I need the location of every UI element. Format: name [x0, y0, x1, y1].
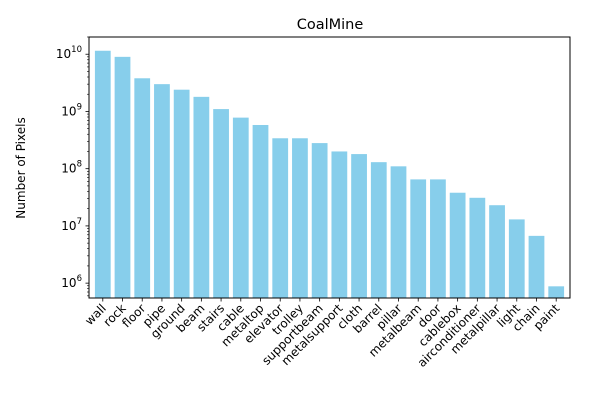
y-tick-label: 106: [61, 274, 82, 290]
y-tick-label: 108: [61, 160, 82, 176]
x-ticks-group: wallrockfloorpipegroundbeamstairscableme…: [82, 298, 563, 370]
bar-metalpillar: [489, 205, 505, 298]
bar-cablebox: [449, 192, 466, 298]
bar-metaltop: [252, 124, 269, 299]
bar-beam: [193, 96, 210, 298]
bar-airconditioner: [469, 197, 486, 298]
bar-trolley: [292, 138, 308, 298]
bar-wall: [94, 50, 111, 298]
bar-cloth: [351, 154, 367, 298]
chart-title: CoalMine: [297, 17, 364, 33]
bars-group: [94, 50, 565, 299]
bar-elevator: [272, 138, 289, 298]
bar-floor: [134, 78, 151, 299]
y-tick-label: 107: [61, 217, 82, 233]
y-ticks-group: 106 107 108 109 1010: [56, 45, 89, 290]
bar-rock: [114, 56, 131, 298]
bar-light: [508, 219, 525, 298]
bar-supportbeam: [311, 143, 328, 298]
bar-pillar: [390, 166, 407, 298]
plot-frame: [88, 36, 571, 299]
bar-pipe: [154, 84, 170, 298]
y-tick-label: 1010: [56, 45, 82, 61]
bar-stairs: [213, 109, 229, 298]
bar-cable: [232, 117, 249, 298]
bar-paint: [548, 286, 565, 298]
bar-door: [430, 179, 446, 298]
bar-chain: [528, 235, 545, 298]
y-axis-label: Number of Pixels: [14, 117, 28, 218]
bar-metalsupport: [331, 151, 348, 298]
bar-metalbeam: [410, 179, 427, 298]
y-tick-label: 109: [61, 102, 82, 118]
bar-barrel: [370, 162, 387, 298]
bar-ground: [173, 89, 190, 298]
